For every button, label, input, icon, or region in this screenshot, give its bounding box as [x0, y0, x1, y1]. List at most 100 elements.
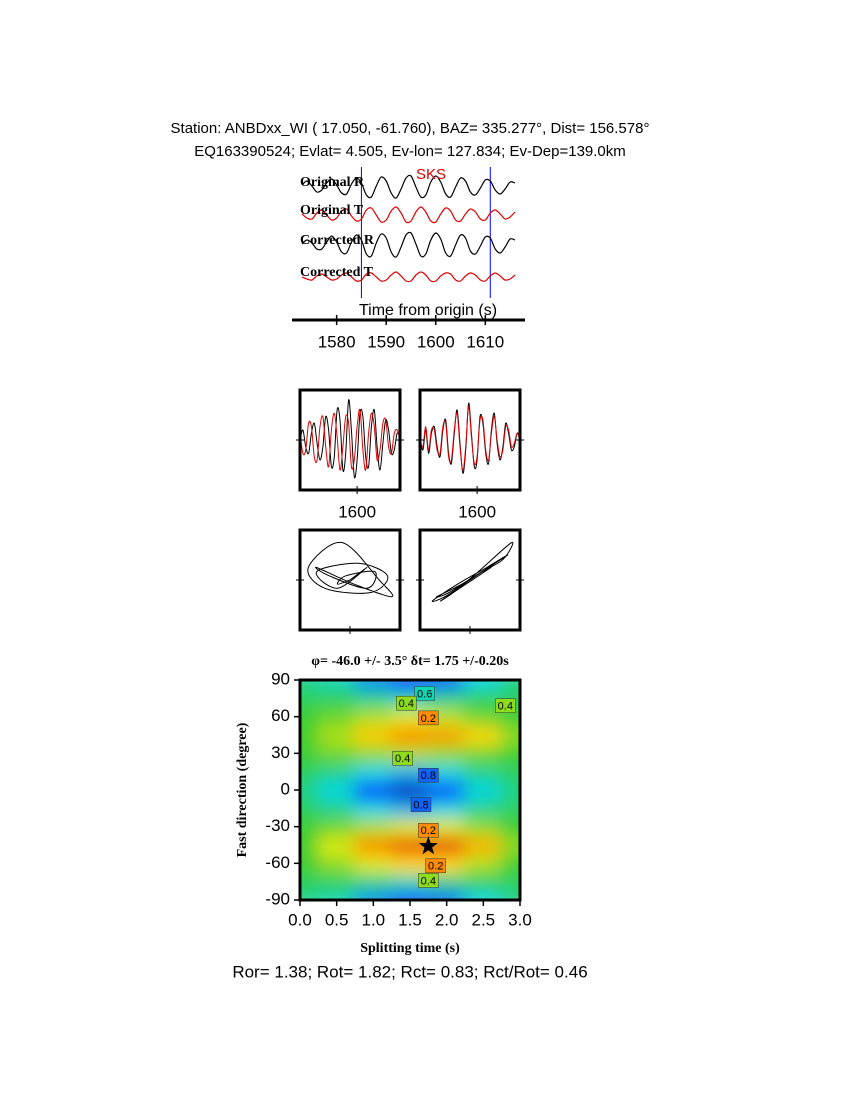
- misfit-cell: [317, 706, 356, 727]
- misfit-cell: [500, 680, 520, 691]
- contour-label: 0.2: [428, 861, 443, 873]
- misfit-cell: [317, 761, 356, 782]
- x-tick-label: 1580: [318, 332, 356, 351]
- contour-label-box: [414, 686, 435, 701]
- misfit-cell: [354, 680, 393, 691]
- misfit-cell: [390, 779, 430, 801]
- misfit-cell: [317, 853, 356, 874]
- x-tick-label: 1610: [466, 332, 504, 351]
- misfit-cell: [500, 816, 520, 837]
- misfit-cell: [300, 706, 320, 727]
- misfit-cell: [500, 798, 520, 819]
- misfit-cell: [500, 724, 520, 746]
- contour-label: 0.2: [421, 825, 436, 837]
- misfit-cell: [300, 816, 320, 837]
- misfit-cell: [427, 724, 466, 746]
- x-axis-label: Splitting time (s): [360, 941, 460, 956]
- phase-label: SKS: [416, 166, 446, 183]
- contour-clip: [300, 680, 520, 900]
- misfit-cell: [390, 724, 430, 746]
- x-tick-label: 1600: [338, 502, 376, 521]
- particle-motion: [431, 541, 514, 603]
- x-axis-label: Time from origin (s): [359, 302, 497, 319]
- footer: Ror= 1.38; Rot= 1.82; Rct= 0.83; Rct/Rot…: [232, 962, 587, 981]
- trace: [301, 231, 516, 258]
- contour-label-box: [418, 873, 439, 888]
- x-tick-label: 3.0: [508, 910, 532, 929]
- misfit-cell: [300, 743, 320, 764]
- x-tick-label: 0.5: [325, 910, 349, 929]
- y-tick-label: 30: [271, 743, 290, 762]
- misfit-cell: [427, 688, 466, 709]
- misfit-cell: [300, 688, 320, 709]
- contour-label: 0.4: [399, 698, 414, 710]
- misfit-cell: [300, 779, 320, 801]
- contour-label-box: [418, 710, 439, 726]
- contour-label-box: [396, 695, 417, 711]
- misfit-cell: [300, 798, 320, 819]
- misfit-cell: [390, 889, 430, 900]
- misfit-cell: [300, 889, 320, 900]
- misfit-cell: [354, 779, 393, 801]
- misfit-cell: [500, 889, 520, 900]
- misfit-cell: [354, 688, 393, 709]
- y-tick-label: -60: [265, 853, 290, 872]
- trace-label: Corrected R: [300, 233, 375, 248]
- misfit-cell: [300, 680, 320, 691]
- misfit-cell: [300, 761, 320, 782]
- contour-label-box: [392, 750, 413, 766]
- misfit-cell: [300, 724, 320, 746]
- misfit-cell: [317, 871, 356, 892]
- misfit-cell: [354, 743, 393, 764]
- x-tick-label: 1600: [417, 332, 455, 351]
- misfit-cell: [464, 853, 503, 874]
- x-tick-label: 2.5: [472, 910, 496, 929]
- misfit-cell: [317, 724, 356, 746]
- misfit-cell: [390, 680, 430, 691]
- misfit-cell: [427, 834, 466, 856]
- x-tick-label: 1.5: [398, 910, 422, 929]
- x-tick-label: 1590: [367, 332, 405, 351]
- misfit-cell: [464, 680, 503, 691]
- y-axis-label: Fast direction (degree): [235, 722, 250, 857]
- misfit-cell: [464, 816, 503, 837]
- misfit-cell: [464, 779, 503, 801]
- misfit-cell: [354, 834, 393, 856]
- station-header: Station: ANBDxx_WI ( 17.050, -61.760), B…: [171, 120, 650, 137]
- contour-label-box: [418, 768, 439, 783]
- waveform: [299, 399, 401, 479]
- misfit-cell: [354, 798, 393, 819]
- misfit-cell: [317, 889, 356, 900]
- misfit-cell: [500, 779, 520, 801]
- x-tick-label: 1.0: [362, 910, 386, 929]
- trace: [301, 206, 516, 224]
- trace: [301, 174, 516, 199]
- contour-field: [300, 680, 520, 900]
- misfit-cell: [500, 834, 520, 856]
- contour-label: 0.2: [421, 713, 436, 725]
- misfit-cell: [464, 743, 503, 764]
- misfit-cell: [500, 871, 520, 892]
- misfit-cell: [390, 834, 430, 856]
- trace-label: Original T: [300, 203, 364, 218]
- misfit-cell: [500, 743, 520, 764]
- y-tick-label: -90: [265, 889, 290, 908]
- contour-label: 0.8: [413, 800, 428, 812]
- misfit-cell: [317, 680, 356, 691]
- misfit-cell: [464, 706, 503, 727]
- misfit-cell: [427, 779, 466, 801]
- misfit-cell: [464, 798, 503, 819]
- y-tick-label: 0: [281, 779, 290, 798]
- misfit-cell: [500, 761, 520, 782]
- contour-title: φ= -46.0 +/- 3.5° δt= 1.75 +/-0.20s: [311, 654, 509, 669]
- misfit-cell: [464, 834, 503, 856]
- misfit-cell: [427, 798, 466, 819]
- x-tick-label: 0.0: [288, 910, 312, 929]
- misfit-cell: [427, 680, 466, 691]
- misfit-cell: [390, 853, 430, 874]
- misfit-cell: [354, 724, 393, 746]
- misfit-cell: [317, 834, 356, 856]
- misfit-cell: [354, 816, 393, 837]
- misfit-cell: [354, 706, 393, 727]
